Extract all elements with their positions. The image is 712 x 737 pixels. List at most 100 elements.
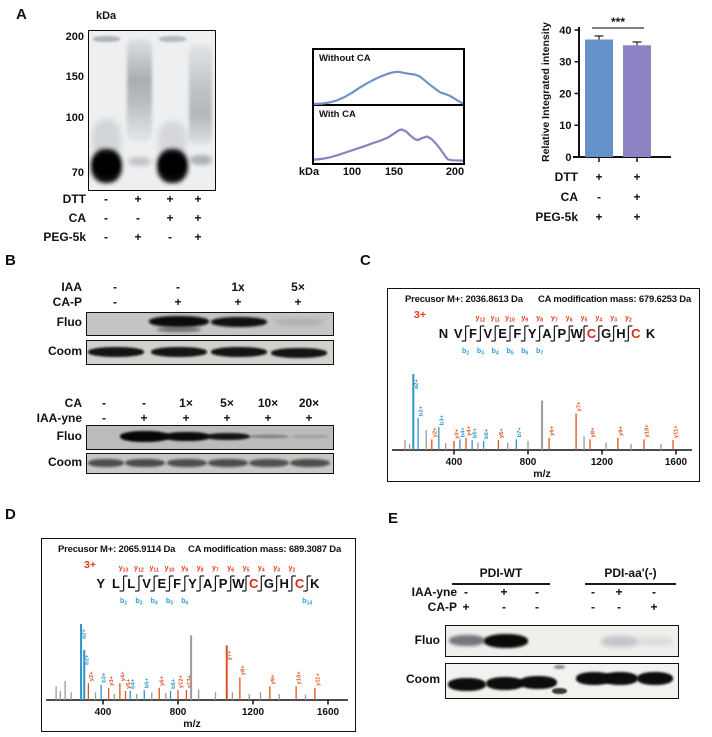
residue-letter: Y xyxy=(188,576,197,591)
ion-label: y3 xyxy=(273,565,280,574)
protein-band-faint xyxy=(601,636,639,647)
condition-sign: 5× xyxy=(220,396,234,410)
profile-divider xyxy=(314,104,463,106)
residue-letter: V xyxy=(483,326,492,341)
ion-label: b7 xyxy=(536,348,543,357)
condition-sign: - xyxy=(597,190,601,204)
profile_without_ca-curve xyxy=(314,70,463,106)
protein-band xyxy=(167,459,207,467)
spectrum-d-box: Precusor M+: 2065.9114 Da CA modificatio… xyxy=(41,538,356,732)
mz-tick-label: 800 xyxy=(170,707,187,718)
condition-sign: + xyxy=(633,210,641,224)
residue-letter: V xyxy=(142,576,151,591)
condition-sign: + xyxy=(182,411,190,425)
condition-sign: + xyxy=(194,192,202,206)
condition-label: CA-P xyxy=(427,600,457,614)
condition-sign: - xyxy=(113,295,117,309)
mz-tick-label: 1600 xyxy=(317,707,340,718)
modification-mass-c: CA modification mass: 679.6253 Da xyxy=(538,294,692,305)
ion-label: b4 xyxy=(492,348,499,357)
peak-label: a2+ xyxy=(414,379,420,389)
protein-band xyxy=(271,348,327,358)
peak-label: y8+ xyxy=(590,427,596,437)
gel-marker-150: 150 xyxy=(65,71,84,83)
profile-tick-100: 100 xyxy=(342,166,362,178)
ion-label: y12 xyxy=(134,565,144,574)
profile-line xyxy=(314,70,463,106)
panel-d-label: D xyxy=(5,506,16,523)
condition-label: CA xyxy=(68,211,86,225)
modification-mass-d: CA modification mass: 689.3087 Da xyxy=(188,544,342,555)
mz-axis-title: m/z xyxy=(183,718,201,730)
gel-kda-title: kDa xyxy=(96,10,117,22)
ion-label: b5 xyxy=(166,598,173,607)
panel-e-label: E xyxy=(388,510,399,527)
peak-label: b4+ xyxy=(131,678,137,689)
condition-sign: + xyxy=(633,170,641,184)
protein-band xyxy=(249,459,289,467)
ion-label: y7 xyxy=(212,565,219,574)
ion-label: b4 xyxy=(151,598,158,607)
condition-sign: + xyxy=(194,230,202,244)
peak-label: b3+ xyxy=(439,414,445,425)
coom-blot-top xyxy=(86,340,334,365)
protein-band xyxy=(637,672,673,685)
residue-letter: C xyxy=(249,576,259,591)
group-pdi-aa-label: PDI-aa'(-) xyxy=(604,566,657,580)
gel-band-faint xyxy=(128,157,151,166)
residue-letter: W xyxy=(570,326,583,341)
condition-sign: + xyxy=(166,192,174,206)
condition-label: DTT xyxy=(554,170,578,184)
ion-label: y4 xyxy=(258,565,265,574)
condition-sign: - xyxy=(535,600,539,614)
condition-sign: - xyxy=(136,211,140,225)
profile_with_ca-curve xyxy=(314,128,463,162)
peak-label: y4+ xyxy=(120,671,126,681)
ion-label: b3 xyxy=(477,348,484,357)
peak-label: b3+ xyxy=(102,672,108,683)
group-pdi-wt-label: PDI-WT xyxy=(479,566,523,580)
condition-sign: - xyxy=(113,280,117,294)
charge-state-d: 3+ xyxy=(84,559,96,571)
ion-label: y6 xyxy=(566,315,573,324)
protein-band xyxy=(211,347,267,357)
residue-letter: A xyxy=(542,326,552,341)
peak-label: y5+ xyxy=(499,428,505,438)
protein-band xyxy=(164,432,210,441)
condition-sign: 1x xyxy=(231,280,245,294)
protein-band xyxy=(208,459,248,467)
group-pdi-wt-underline xyxy=(452,583,550,585)
condition-sign: - xyxy=(102,411,106,425)
condition-sign: - xyxy=(502,600,506,614)
peak-label: y6+ xyxy=(550,425,556,435)
protein-band-faint xyxy=(249,435,289,438)
peak-label: b2+ xyxy=(419,405,425,416)
protein-band xyxy=(519,676,557,689)
residue-letter: G xyxy=(264,576,274,591)
condition-label: IAA-yne xyxy=(411,585,457,599)
ion-label: b3 xyxy=(135,598,142,607)
condition-sign: + xyxy=(166,211,174,225)
condition-sign: - xyxy=(652,585,656,599)
residue-letter: F xyxy=(469,326,477,341)
condition-sign: + xyxy=(264,411,272,425)
peak-label: b7+ xyxy=(517,427,523,438)
peak-label: y2+ xyxy=(89,671,95,681)
fluo-label-bottom: Fluo xyxy=(56,429,82,443)
condition-sign: - xyxy=(176,280,180,294)
peak-label: y3+ xyxy=(109,675,115,685)
protein-band xyxy=(120,431,170,442)
residue-letter: E xyxy=(158,576,167,591)
ion-label: y4 xyxy=(595,315,602,324)
gel-band-70 xyxy=(160,155,185,175)
condition-label: PEG-5k xyxy=(43,230,86,244)
peak-label: y11+ xyxy=(315,672,321,685)
gel-band-faint xyxy=(190,155,212,165)
peak-label: y13+ xyxy=(187,674,193,688)
condition-label: CA-P xyxy=(52,295,82,309)
peak-label: b6+ xyxy=(484,428,490,439)
fluo-label-e: Fluo xyxy=(414,633,440,647)
gel-marker-200: 200 xyxy=(65,31,84,43)
